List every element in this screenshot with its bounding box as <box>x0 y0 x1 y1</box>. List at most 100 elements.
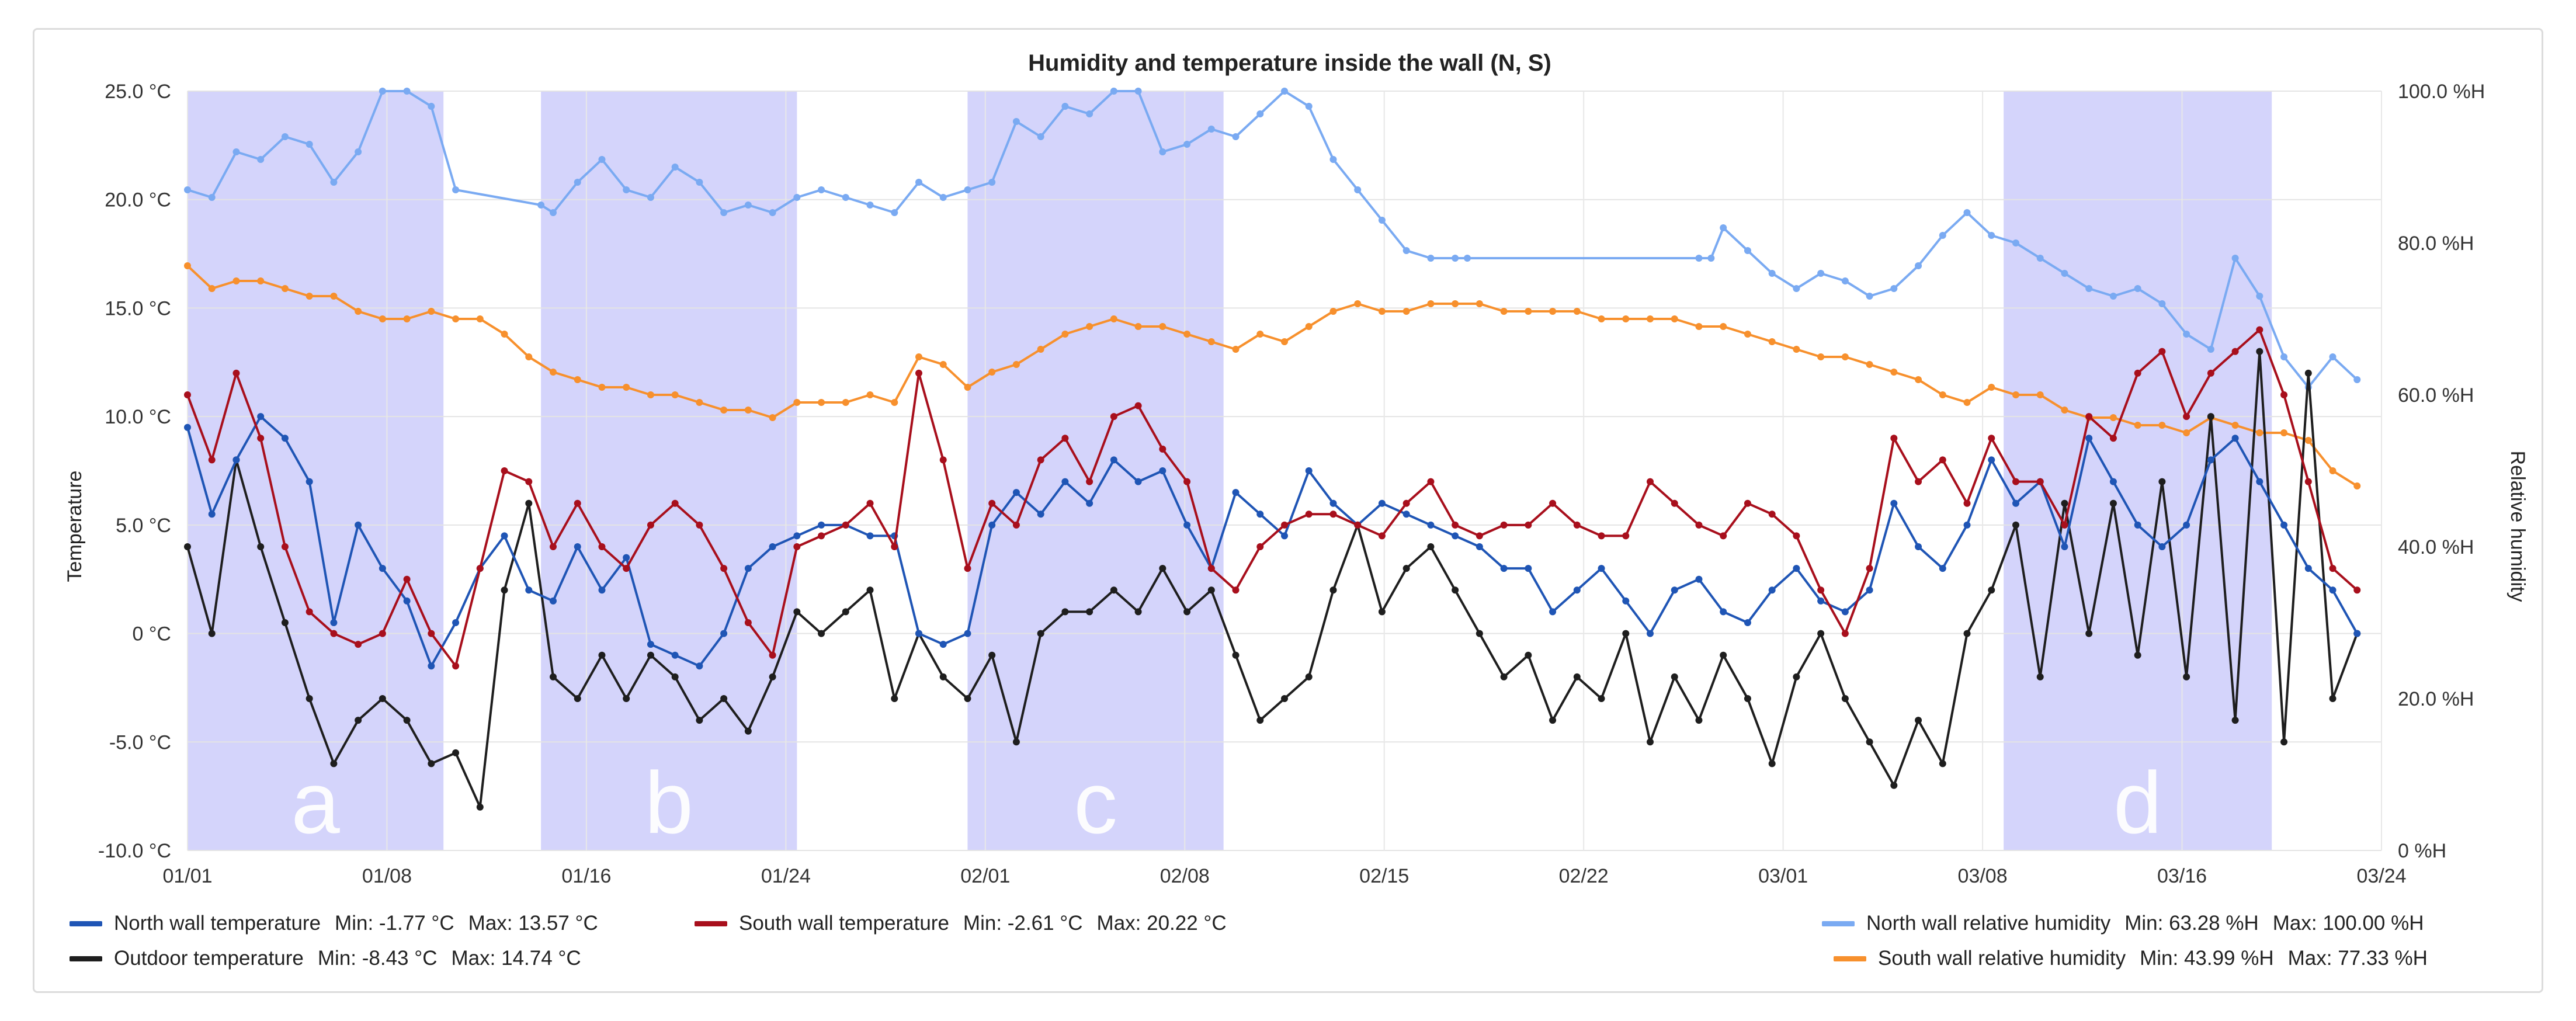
data-point <box>1647 630 1654 637</box>
data-point <box>2109 414 2117 421</box>
data-point <box>403 717 411 724</box>
data-point <box>1671 586 1678 594</box>
data-point <box>208 194 216 201</box>
data-point <box>1525 308 1532 315</box>
data-point <box>2304 369 2312 377</box>
data-point <box>939 673 947 680</box>
data-point <box>1183 331 1191 338</box>
data-point <box>1598 695 1605 702</box>
data-point <box>1086 608 1093 616</box>
data-point <box>281 543 289 550</box>
data-point <box>2353 586 2361 594</box>
data-point <box>1915 376 1922 383</box>
data-point <box>403 597 411 605</box>
data-point <box>2207 413 2214 421</box>
data-point <box>1793 346 1800 353</box>
data-point <box>1427 255 1435 262</box>
data-point <box>1110 88 1117 95</box>
data-point <box>1768 511 1776 518</box>
data-point <box>647 651 654 659</box>
y2-tick-label: 0 %H <box>2398 840 2446 862</box>
data-point <box>1207 126 1215 133</box>
data-point <box>2231 422 2239 429</box>
data-point <box>1183 478 1191 485</box>
data-point <box>2329 695 2337 702</box>
data-point <box>1476 532 1483 540</box>
data-point <box>257 435 265 442</box>
series-south-wall-temperature <box>184 326 2361 670</box>
data-point <box>379 695 386 702</box>
data-point <box>305 695 313 702</box>
chart: a b c d 25.0 °C 20.0 °C 15.0 °C 10.0 °C 5.0 °C 0… <box>64 50 2529 887</box>
data-point <box>428 308 435 315</box>
data-point <box>2036 255 2044 262</box>
data-point <box>1720 608 1727 616</box>
data-point <box>1232 586 1240 594</box>
data-point <box>184 391 191 398</box>
data-point <box>1866 738 1873 746</box>
legend-south-temp[interactable]: South wall temperature Min: -2.61 °C Max… <box>695 912 1227 935</box>
data-point <box>1768 586 1776 594</box>
legend-south-rh[interactable]: South wall relative humidity Min: 43.99 … <box>1834 947 2428 970</box>
legend-outdoor-temp[interactable]: Outdoor temperature Min: -8.43 °C Max: 1… <box>70 947 581 970</box>
data-point <box>1720 224 1727 231</box>
legend-north-rh[interactable]: North wall relative humidity Min: 63.28 … <box>1822 912 2424 935</box>
y-tick-label: 5.0 °C <box>116 515 171 537</box>
data-point <box>1402 565 1410 572</box>
data-point <box>1939 760 1946 768</box>
x-tick-label: 02/08 <box>1160 865 1210 887</box>
x-tick-label: 03/01 <box>1758 865 1808 887</box>
data-point <box>550 369 557 376</box>
data-point <box>1037 456 1044 464</box>
data-point <box>1939 565 1946 572</box>
data-point <box>1402 511 1410 518</box>
data-point <box>428 630 435 637</box>
data-point <box>208 630 216 637</box>
data-point <box>1695 521 1703 529</box>
data-point <box>501 467 508 474</box>
legend-label: Outdoor temperature <box>114 947 304 970</box>
legend-min: Min: 63.28 %H <box>2124 912 2259 935</box>
data-point <box>330 179 338 186</box>
data-point <box>1841 695 1849 702</box>
legend-max: Max: 100.00 %H <box>2272 912 2424 935</box>
data-point <box>1354 186 1362 193</box>
data-point <box>2061 499 2068 507</box>
x-tick-label: 02/22 <box>1559 865 1609 887</box>
data-point <box>2256 326 2263 334</box>
data-point <box>1549 499 1557 507</box>
data-point <box>476 565 484 572</box>
data-point <box>1012 489 1020 496</box>
data-point <box>1939 232 1946 239</box>
data-point <box>1256 331 1264 338</box>
data-point <box>842 194 849 201</box>
data-point <box>647 194 654 201</box>
data-point <box>2280 738 2288 746</box>
data-point <box>355 521 362 529</box>
data-point <box>891 543 898 550</box>
data-point <box>1402 308 1410 315</box>
data-point <box>1427 543 1435 550</box>
data-point <box>1378 608 1386 616</box>
data-point <box>1464 255 1471 262</box>
data-point <box>1256 511 1264 518</box>
y2-tick-label: 100.0 %H <box>2398 81 2485 103</box>
data-point <box>428 760 435 768</box>
data-point <box>1281 695 1288 702</box>
data-point <box>1305 467 1313 474</box>
data-point <box>1256 543 1264 550</box>
data-point <box>1647 478 1654 485</box>
data-point <box>1427 521 1435 529</box>
data-point <box>1622 630 1630 637</box>
data-point <box>1183 141 1191 148</box>
data-point <box>1354 300 1362 307</box>
legend-swatch <box>70 921 102 926</box>
data-point <box>1744 695 1751 702</box>
data-point <box>1525 565 1532 572</box>
data-point <box>574 376 581 383</box>
data-point <box>2134 369 2141 377</box>
data-point <box>1134 402 1142 409</box>
legend-north-temp[interactable]: North wall temperature Min: -1.77 °C Max… <box>70 912 598 935</box>
data-point <box>2012 521 2019 529</box>
data-point <box>2231 255 2239 262</box>
